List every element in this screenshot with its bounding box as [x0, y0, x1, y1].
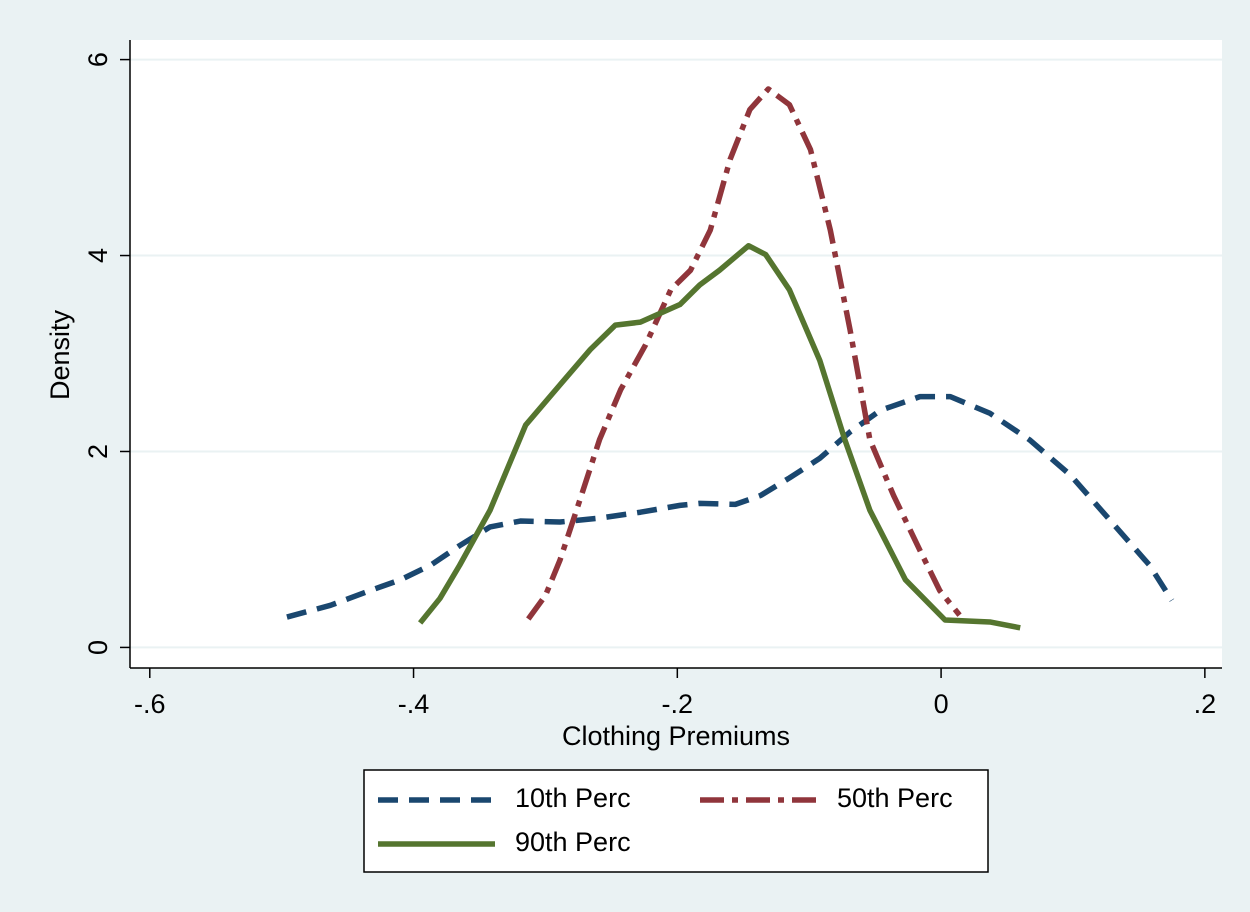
- plot-area: [130, 40, 1222, 668]
- y-tick-label: 4: [83, 248, 113, 263]
- y-tick-label: 6: [83, 52, 113, 67]
- legend-label: 10th Perc: [515, 783, 631, 813]
- data-line: [526, 86, 962, 621]
- legend-label: 50th Perc: [837, 783, 953, 813]
- data-line: [286, 393, 1175, 620]
- x-tick-label: -.4: [398, 689, 430, 719]
- data-line: [418, 242, 1021, 631]
- x-axis-title: Clothing Premiums: [562, 721, 790, 751]
- y-tick-label: 0: [83, 640, 113, 655]
- x-tick-label: -.6: [134, 689, 166, 719]
- legend-label: 90th Perc: [515, 827, 631, 857]
- x-tick-label: .2: [1194, 689, 1217, 719]
- legend: [363, 769, 989, 873]
- x-tick-label: -.2: [662, 689, 694, 719]
- y-tick-label: 2: [83, 444, 113, 459]
- y-axis-title: Density: [45, 309, 75, 400]
- x-tick-label: 0: [934, 689, 949, 719]
